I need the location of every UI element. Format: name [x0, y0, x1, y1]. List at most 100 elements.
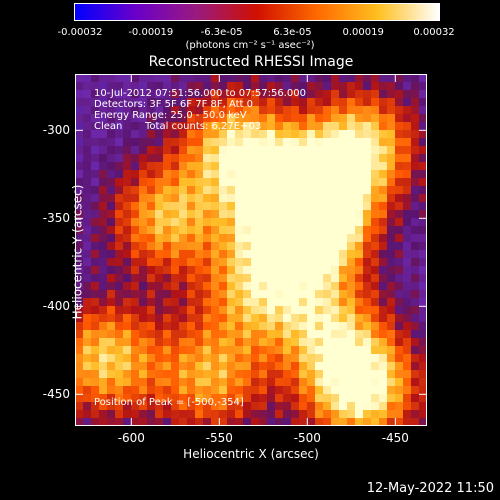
- heatmap-cell: [139, 330, 148, 339]
- heatmap-cell: [355, 146, 364, 155]
- heatmap-cell: [75, 394, 84, 403]
- heatmap-cell: [219, 410, 228, 419]
- heatmap-cell: [347, 218, 356, 227]
- heatmap-cell: [267, 378, 276, 387]
- heatmap-cell: [355, 186, 364, 195]
- heatmap-cell: [267, 354, 276, 363]
- heatmap-cell: [195, 162, 204, 171]
- heatmap-cell: [315, 282, 324, 291]
- heatmap-cell: [411, 122, 420, 131]
- heatmap-cell: [195, 242, 204, 251]
- heatmap-cell: [147, 186, 156, 195]
- heatmap-cell: [283, 146, 292, 155]
- heatmap-cell: [99, 386, 108, 395]
- heatmap-cell: [347, 170, 356, 179]
- heatmap-cell: [227, 98, 236, 107]
- heatmap-cell: [347, 410, 356, 419]
- heatmap-cell: [83, 418, 92, 426]
- heatmap-cell: [275, 266, 284, 275]
- heatmap-cell: [83, 274, 92, 283]
- heatmap-cell: [283, 90, 292, 99]
- heatmap-cell: [307, 274, 316, 283]
- heatmap-cell: [411, 362, 420, 371]
- heatmap-cell: [99, 138, 108, 147]
- heatmap-cell: [419, 338, 427, 347]
- heatmap-cell: [91, 202, 100, 211]
- heatmap-cell: [387, 194, 396, 203]
- heatmap-cell: [235, 290, 244, 299]
- heatmap-cell: [131, 298, 140, 307]
- heatmap-cell: [291, 370, 300, 379]
- heatmap-cell: [163, 138, 172, 147]
- heatmap-cell: [139, 162, 148, 171]
- heatmap-cell: [355, 106, 364, 115]
- heatmap-cell: [123, 402, 132, 411]
- heatmap-cell: [299, 314, 308, 323]
- heatmap-cell: [331, 162, 340, 171]
- heatmap-cell: [307, 266, 316, 275]
- heatmap-cell: [107, 162, 116, 171]
- heatmap-cell: [235, 178, 244, 187]
- heatmap-cell: [379, 186, 388, 195]
- heatmap-cell: [403, 90, 412, 99]
- heatmap-cell: [339, 146, 348, 155]
- heatmap-cell: [171, 314, 180, 323]
- heatmap-cell: [339, 418, 348, 426]
- heatmap-cell: [331, 210, 340, 219]
- heatmap-cell: [355, 210, 364, 219]
- heatmap-cell: [267, 314, 276, 323]
- heatmap-cell: [107, 242, 116, 251]
- heatmap-cell: [379, 234, 388, 243]
- heatmap-cell: [315, 330, 324, 339]
- heatmap-cell: [163, 250, 172, 259]
- heatmap-cell: [147, 170, 156, 179]
- heatmap-cell: [251, 306, 260, 315]
- heatmap-cell: [251, 330, 260, 339]
- heatmap-cell: [91, 138, 100, 147]
- heatmap-cell: [227, 258, 236, 267]
- heatmap-cell: [323, 138, 332, 147]
- heatmap-cell: [171, 242, 180, 251]
- heatmap-cell: [347, 250, 356, 259]
- heatmap-cell: [355, 98, 364, 107]
- heatmap-cell: [147, 354, 156, 363]
- heatmap-cell: [155, 298, 164, 307]
- heatmap-cell: [339, 242, 348, 251]
- colorbar-tick: -6.3e-05: [200, 27, 243, 38]
- heatmap-cell: [211, 234, 220, 243]
- heatmap-cell: [251, 346, 260, 355]
- heatmap-cell: [395, 394, 404, 403]
- heatmap-cell: [147, 98, 156, 107]
- heatmap-cell: [275, 322, 284, 331]
- heatmap-cell: [99, 202, 108, 211]
- heatmap-cell: [403, 298, 412, 307]
- heatmap-cell: [107, 314, 116, 323]
- heatmap-cell: [139, 418, 148, 426]
- heatmap-cell: [299, 282, 308, 291]
- heatmap-cell: [155, 282, 164, 291]
- heatmap-cell: [419, 258, 427, 267]
- heatmap-cell: [211, 354, 220, 363]
- heatmap-cell: [139, 322, 148, 331]
- heatmap-cell: [379, 114, 388, 123]
- heatmap-cell: [331, 306, 340, 315]
- heatmap-cell: [203, 210, 212, 219]
- y-tick-label: -400: [42, 299, 70, 314]
- heatmap-cell: [235, 274, 244, 283]
- heatmap-image: [75, 74, 427, 426]
- heatmap-cell: [235, 194, 244, 203]
- heatmap-cell: [203, 402, 212, 411]
- heatmap-cell: [403, 122, 412, 131]
- heatmap-cell: [243, 274, 252, 283]
- heatmap-cell: [179, 314, 188, 323]
- heatmap-cell: [75, 122, 84, 131]
- heatmap-cell: [259, 82, 268, 91]
- heatmap-cell: [195, 90, 204, 99]
- heatmap-cell: [371, 226, 380, 235]
- heatmap-cell: [91, 346, 100, 355]
- heatmap-cell: [227, 370, 236, 379]
- heatmap-cell: [139, 170, 148, 179]
- heatmap-cell: [91, 354, 100, 363]
- heatmap-cell: [387, 234, 396, 243]
- heatmap-cell: [179, 202, 188, 211]
